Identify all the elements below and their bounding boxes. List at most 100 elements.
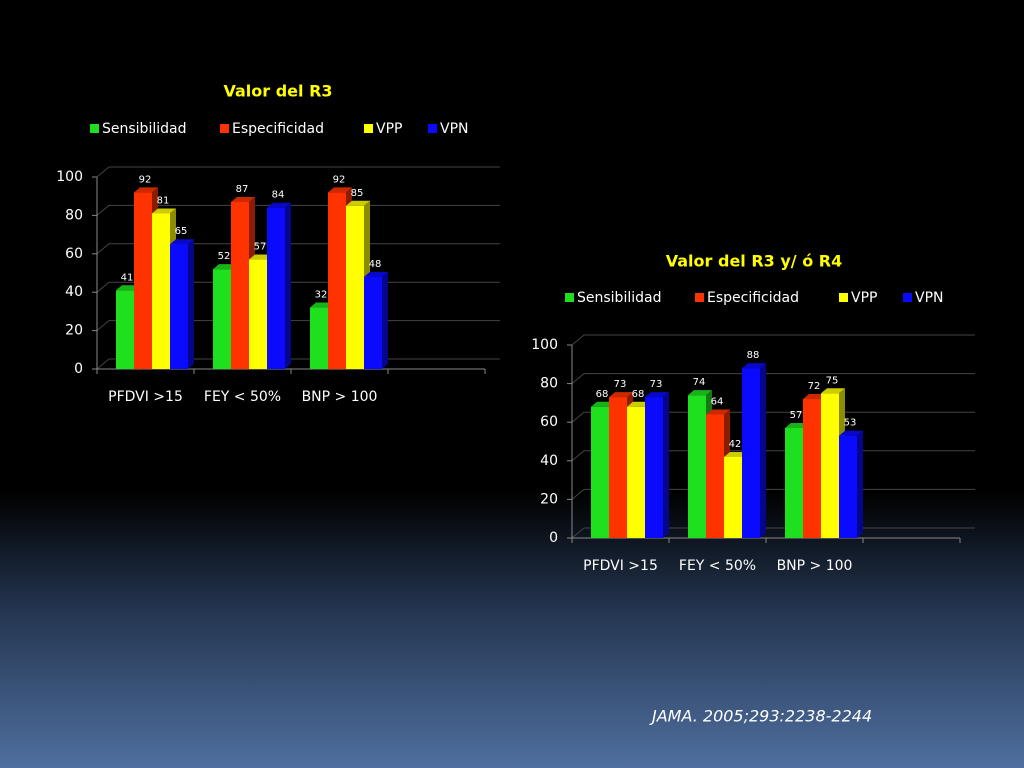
bar-side: [382, 271, 388, 369]
x-tick-label: PFDVI >15: [108, 389, 183, 405]
legend-swatch: [90, 124, 99, 133]
legend-swatch: [565, 293, 574, 302]
bar: [231, 201, 249, 369]
y-tick-label: 40: [65, 284, 83, 300]
bar: [213, 269, 231, 369]
bar-top: [231, 196, 255, 202]
data-label: 48: [369, 259, 382, 270]
bar: [803, 399, 821, 538]
bar: [328, 192, 346, 369]
y-tick-label: 80: [540, 376, 558, 392]
data-label: 42: [729, 439, 742, 450]
legend-swatch: [220, 124, 229, 133]
bar-top: [645, 392, 669, 398]
bar-top: [839, 430, 863, 436]
data-label: 81: [157, 195, 170, 206]
chart-title: Valor del R3 y/ ó R4: [666, 252, 842, 271]
data-label: 53: [844, 418, 857, 429]
bar: [785, 427, 803, 538]
bar: [346, 205, 364, 369]
legend-label: Sensibilidad: [577, 290, 661, 306]
legend-swatch: [364, 124, 373, 133]
y-tick-label: 0: [549, 530, 558, 546]
bar: [706, 414, 724, 538]
legend-label: VPP: [376, 121, 402, 137]
data-label: 65: [175, 226, 188, 237]
data-label: 57: [254, 242, 267, 253]
y-tick-label: 20: [540, 491, 558, 507]
bar: [839, 435, 857, 538]
bar: [645, 397, 663, 538]
grid-line: [571, 334, 975, 346]
data-label: 57: [790, 410, 803, 421]
bar: [609, 397, 627, 538]
bar: [591, 406, 609, 538]
bar-top: [152, 208, 176, 214]
data-label: 92: [333, 174, 346, 185]
y-tick-label: 40: [540, 453, 558, 469]
y-tick-label: 100: [531, 337, 558, 353]
bar-side: [857, 430, 863, 538]
x-tick-label: FEY < 50%: [204, 389, 281, 405]
bar: [742, 368, 760, 538]
bar-top: [346, 200, 370, 206]
legend-swatch: [839, 293, 848, 302]
bar: [267, 207, 285, 369]
bar: [310, 307, 328, 369]
legend-swatch: [428, 124, 437, 133]
y-tick-label: 20: [65, 323, 83, 339]
data-label: 52: [218, 251, 231, 262]
y-tick-label: 100: [56, 169, 83, 185]
x-tick-label: PFDVI >15: [583, 558, 658, 574]
bar-top: [609, 392, 633, 398]
y-tick-label: 60: [540, 414, 558, 430]
grid-line: [571, 373, 975, 384]
x-tick-label: FEY < 50%: [679, 558, 756, 574]
legend-swatch: [903, 293, 912, 302]
data-label: 32: [315, 290, 328, 301]
bar: [821, 393, 839, 538]
bar-side: [285, 202, 291, 369]
data-label: 75: [826, 375, 839, 386]
data-label: 92: [139, 174, 152, 185]
bar-top: [134, 187, 158, 193]
bar-top: [706, 409, 730, 415]
data-label: 73: [614, 379, 627, 390]
bar-top: [742, 363, 766, 369]
data-label: 72: [808, 381, 821, 392]
data-label: 74: [693, 377, 706, 388]
data-label: 68: [596, 389, 609, 400]
legend-label: VPN: [440, 121, 469, 137]
data-label: 85: [351, 188, 364, 199]
bar: [134, 192, 152, 369]
data-label: 41: [121, 272, 134, 283]
chart-title: Valor del R3: [223, 82, 332, 101]
y-tick-label: 0: [74, 361, 83, 377]
legend-label: Especificidad: [707, 290, 799, 306]
bar-top: [821, 388, 845, 394]
bar-top: [267, 202, 291, 208]
data-label: 87: [236, 184, 249, 195]
bar: [364, 276, 382, 369]
bar: [152, 213, 170, 369]
x-tick-label: BNP > 100: [777, 558, 853, 574]
citation: JAMA. 2005;293:2238-2244: [649, 707, 872, 726]
bar-top: [688, 390, 712, 396]
legend-label: VPP: [851, 290, 877, 306]
legend-label: VPN: [915, 290, 944, 306]
legend-label: Sensibilidad: [102, 121, 186, 137]
data-label: 88: [747, 350, 760, 361]
bar: [116, 290, 134, 369]
legend-label: Especificidad: [232, 121, 324, 137]
legend-swatch: [695, 293, 704, 302]
grid-line: [96, 166, 500, 178]
data-label: 68: [632, 389, 645, 400]
bar: [688, 395, 706, 538]
y-tick-label: 80: [65, 207, 83, 223]
x-tick-label: BNP > 100: [302, 389, 378, 405]
data-label: 84: [272, 190, 285, 201]
bar-side: [188, 239, 194, 369]
data-label: 73: [650, 379, 663, 390]
